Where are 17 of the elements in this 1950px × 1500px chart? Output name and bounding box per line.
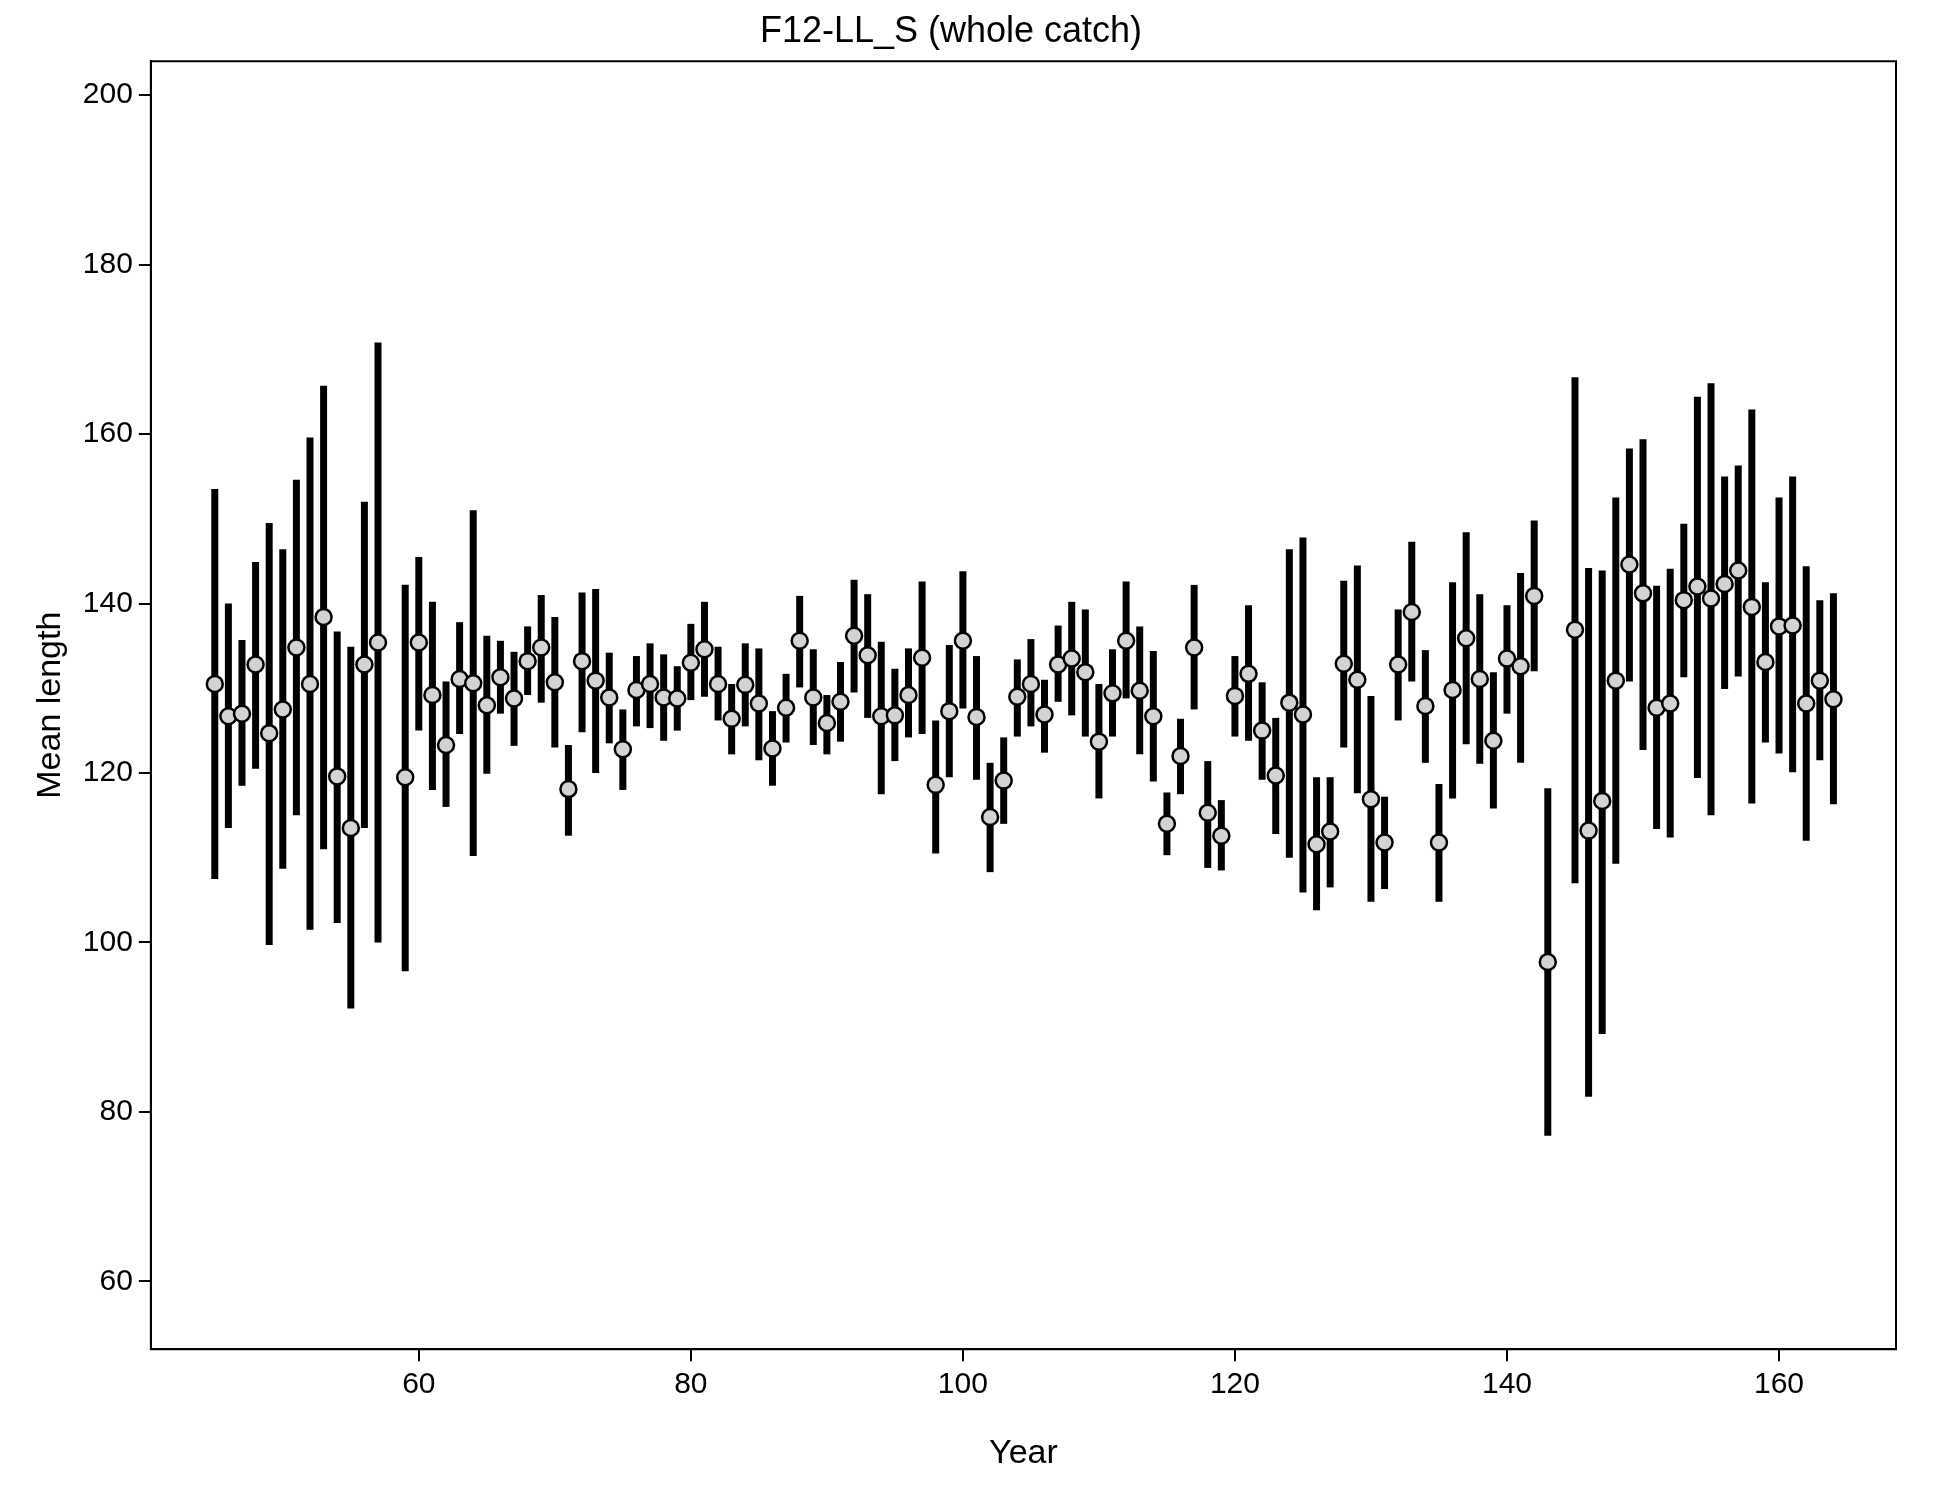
x-tick-label: 100 bbox=[937, 1366, 988, 1400]
y-tick-label: 120 bbox=[82, 754, 133, 788]
y-tick-label: 80 bbox=[99, 1093, 133, 1127]
x-tick-label: 80 bbox=[674, 1366, 708, 1400]
y-axis-title: Mean length bbox=[28, 611, 67, 799]
y-tick-label: 60 bbox=[99, 1262, 133, 1296]
x-axis-title: Year bbox=[989, 1431, 1058, 1470]
y-tick-label: 140 bbox=[82, 584, 133, 618]
chart-title: F12-LL_S (whole catch) bbox=[759, 8, 1143, 50]
y-tick-label: 160 bbox=[82, 415, 133, 449]
x-tick-label: 120 bbox=[1209, 1366, 1260, 1400]
y-tick-label: 200 bbox=[82, 76, 133, 110]
x-tick-label: 60 bbox=[402, 1366, 436, 1400]
x-tick-label: 160 bbox=[1753, 1366, 1805, 1400]
y-tick-label: 180 bbox=[82, 245, 133, 279]
x-tick-label: 140 bbox=[1481, 1366, 1533, 1400]
y-tick-label: 100 bbox=[82, 923, 133, 957]
